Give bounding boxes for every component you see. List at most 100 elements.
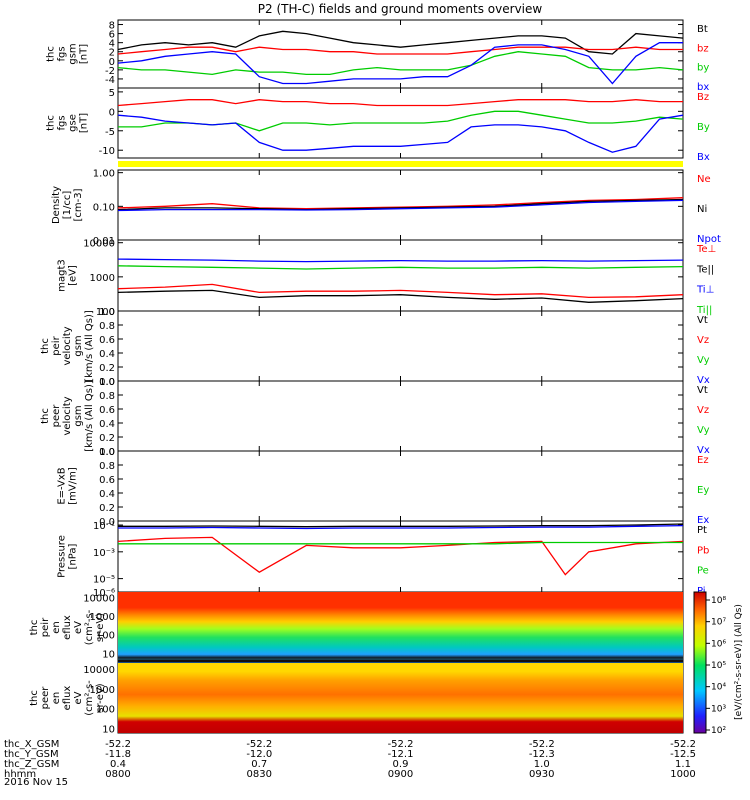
peir-spectrogram-ylabel: eV — [73, 621, 84, 634]
pressure-ytick-label: 10⁻¹ — [93, 521, 115, 532]
fgs-gsm-legend-2: by — [697, 63, 709, 74]
x-row-label: thc_X_GSM — [4, 739, 59, 750]
pressure-ylabel: Pressure — [57, 535, 68, 578]
density-panel: 0.01 0.10 1.00 Density [1/cc] [cm-3] Ne Ni Npot — [51, 169, 721, 247]
fgs-gsm-ytick-label: -4 — [105, 75, 115, 86]
temperature-series-Te⊥ — [117, 283, 684, 299]
fgs-gsm-ytick-label: 2 — [109, 48, 115, 59]
peer-spectrogram-ytick-label: 10000 — [83, 665, 115, 676]
peer-spectrogram-ylabel: eflux — [62, 686, 73, 711]
fgs-gse-legend-1: By — [697, 122, 710, 133]
temperature-ytick-label: 1000 — [90, 273, 115, 284]
colorbar-tick-label: 10⁵ — [711, 661, 726, 671]
peir-spectrogram-ytick-label: 10 — [102, 649, 115, 660]
efield-ytick-label: 0.6 — [99, 475, 115, 486]
peer-velocity-legend-3: Vx — [697, 445, 710, 456]
pressure-legend-1: Pb — [697, 545, 709, 556]
x-tick-value: -12.1 — [388, 749, 414, 760]
temperature-legend-2: Ti⊥ — [696, 285, 714, 296]
pressure-legend-0: Pt — [697, 525, 707, 536]
temperature-ytick-label: 10000 — [83, 239, 115, 250]
x-row-label: thc_Z_GSM — [4, 759, 59, 770]
fgs-gsm-ylabel: gsm — [68, 43, 79, 64]
peir-spectrogram-ytick-label: 100 — [96, 631, 115, 642]
pressure-ytick-label: 10⁻⁵ — [93, 575, 115, 586]
magnetosheath-flag-bar — [118, 161, 683, 167]
colorbar-tick-label: 10⁷ — [711, 618, 726, 628]
peir-spectrogram-ylabel: sr-eV) — [95, 613, 106, 642]
peir-velocity-legend-2: Vy — [697, 355, 710, 366]
pressure-ylabel: [nPa] — [68, 543, 79, 569]
efield-ytick-label: 0.4 — [99, 489, 115, 500]
efield-legend-1: Ey — [697, 485, 709, 496]
peir-velocity-ylabel: peir — [51, 335, 62, 355]
x-tick-value: 0800 — [105, 769, 130, 780]
x-tick-value: 0930 — [529, 769, 554, 780]
peir-spectrogram-ylabel: thc — [29, 620, 40, 636]
colorbar-tick-label: 10⁴ — [711, 683, 726, 693]
peir-velocity-ytick-label: 0.2 — [99, 363, 115, 374]
fgs-gsm-series-bz — [117, 46, 683, 55]
fgs-gse-series-By — [118, 110, 684, 132]
peer-spectrogram-ylabel: thc — [29, 690, 40, 706]
chart-title: P2 (TH-C) fields and ground moments over… — [258, 2, 543, 16]
fgs-gse-ytick-label: -10 — [99, 146, 115, 157]
fgs-gsm-series-Bt — [117, 30, 684, 55]
colorbar-tick-label: 10⁸ — [711, 596, 726, 606]
peir-velocity-legend-0: Vt — [697, 315, 708, 326]
x-tick-value: 1.1 — [675, 759, 691, 770]
fgs-gsm-ytick-label: 6 — [109, 30, 115, 41]
colorbar — [693, 591, 707, 734]
fgs-gsm-ytick-label: 4 — [109, 39, 115, 50]
peir-spectrogram-ytick-label: 1000 — [90, 612, 115, 623]
density-series-Ne — [117, 197, 684, 210]
pressure-ytick-label: 10⁻⁶ — [93, 588, 115, 599]
peer-spectrogram-ylabel: (cm²-s- — [84, 680, 95, 716]
fgs-gsm-ylabel: [nT] — [79, 44, 90, 64]
peer-velocity-ytick-label: 0.0 — [99, 447, 115, 458]
x-tick-value: 0.9 — [393, 759, 409, 770]
efield-ytick-label: 0.0 — [99, 517, 115, 528]
fgs-gsm-series-bx — [117, 42, 683, 85]
temperature-legend-3: Ti|| — [696, 305, 712, 316]
temperature-legend-1: Te|| — [696, 264, 714, 275]
density-legend-1: Ni — [697, 204, 707, 215]
fgs-gse-series-Bz — [117, 99, 683, 107]
x-tick-value: -12.5 — [670, 749, 696, 760]
peer-velocity-ytick-label: 0.6 — [99, 405, 115, 416]
peer-spectrogram-ytick-label: 10 — [102, 725, 115, 736]
efield-legend-0: Ez — [697, 455, 709, 466]
peer-spectrogram-ytick-label: 1000 — [90, 685, 115, 696]
pressure-legend-2: Pe — [697, 566, 709, 577]
x-tick-value: -12.3 — [529, 749, 555, 760]
fgs-gse-ylabel: [nT] — [79, 113, 90, 133]
peer-velocity-ylabel: gsm — [73, 405, 84, 426]
pressure-series-Pi — [118, 524, 684, 530]
density-series-Npot — [117, 199, 684, 212]
pressure-series-Pt — [118, 523, 684, 528]
fgs-gsm-legend-3: bx — [697, 82, 709, 93]
density-series-Ni — [117, 198, 684, 211]
fgs-gse-panel: -10 -5 0 5 thc fgs gse [nT] Bz By Bx — [46, 87, 710, 163]
peir-velocity-ytick-label: 0.6 — [99, 335, 115, 346]
peer-velocity-ytick-label: 0.4 — [99, 419, 115, 430]
peer-velocity-ylabel: [km/s (All Qs)] — [84, 380, 95, 452]
peir-velocity-legend-1: Vz — [697, 335, 709, 346]
temperature-legend-0: Te⊥ — [696, 244, 716, 255]
peir-velocity-panel: 0.0 0.2 0.4 0.6 0.8 1.0 thc peir velocity gsm [km/… — [40, 307, 710, 388]
peir-spectrogram-ytick-label: 10000 — [83, 594, 115, 605]
density-ytick-label: 0.10 — [93, 202, 115, 213]
date-label: 2016 Nov 15 — [4, 777, 68, 788]
efield-ytick-label: 0.8 — [99, 461, 115, 472]
temperature-series-Ti⊥ — [117, 258, 684, 263]
peir-velocity-ylabel: gsm — [73, 335, 84, 356]
efield-frame — [117, 450, 684, 522]
fgs-gse-ylabel: gse — [68, 114, 79, 132]
peer-spectrogram-ylabel: en — [51, 692, 62, 705]
density-frame — [117, 169, 684, 241]
temperature-series-Ti|| — [117, 265, 684, 270]
fgs-gse-series-Bx — [117, 114, 684, 153]
x-tick-value: -11.8 — [105, 749, 131, 760]
peer-velocity-ytick-label: 0.8 — [99, 391, 115, 402]
